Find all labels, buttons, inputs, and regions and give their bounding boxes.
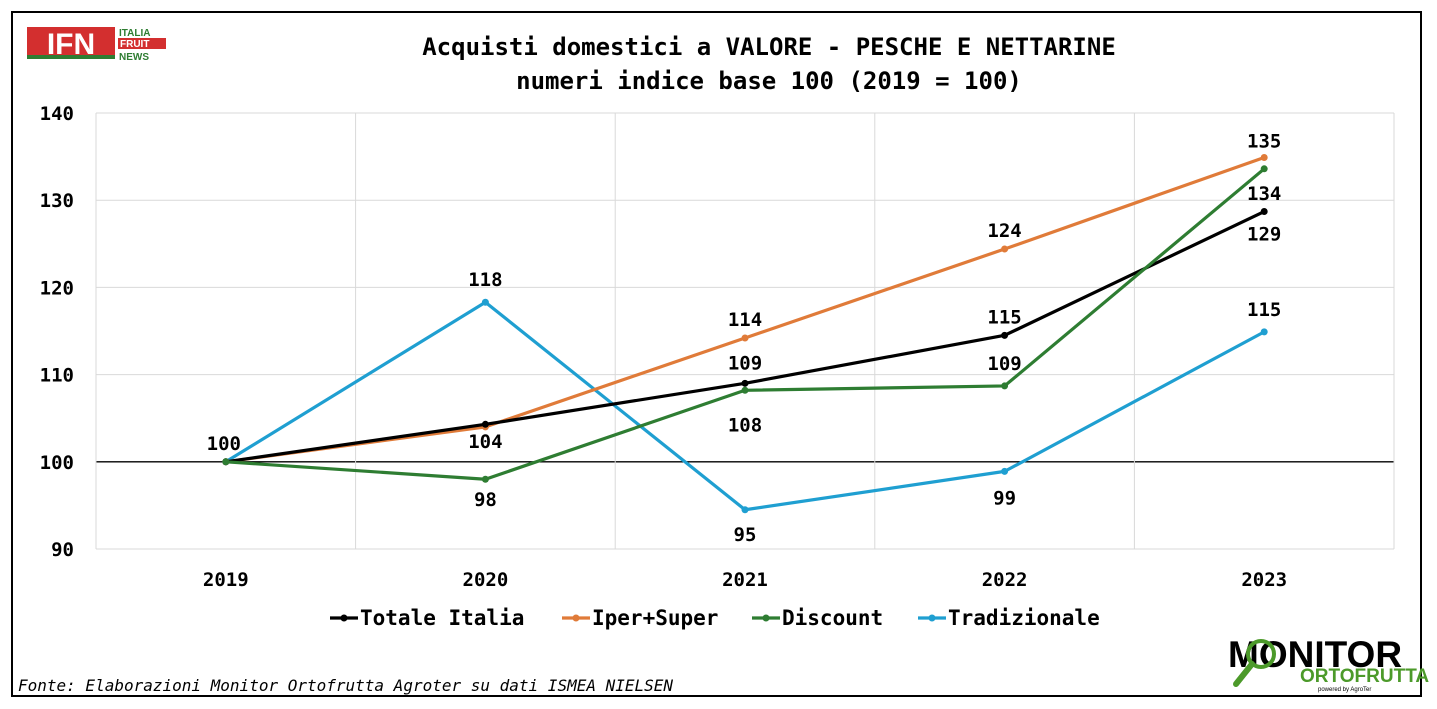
y-tick-label: 100	[40, 452, 74, 474]
y-axis-ticks: 90 100 110 120 130 140	[40, 103, 74, 561]
data-label: 114	[728, 309, 762, 331]
data-point	[481, 420, 489, 428]
legend-label: Totale Italia	[360, 606, 524, 630]
legend-marker	[928, 614, 936, 622]
y-tick-label: 130	[40, 190, 74, 212]
data-point	[1260, 208, 1268, 216]
data-point	[1260, 153, 1268, 161]
series-line	[224, 300, 1265, 512]
series-lines	[222, 153, 1268, 514]
data-label: 135	[1247, 130, 1281, 152]
data-label: 99	[993, 487, 1016, 509]
monitor-logo-tiny: powered by AgroTer	[1318, 687, 1371, 693]
legend-marker	[762, 614, 770, 622]
data-label: 100	[207, 433, 241, 455]
magnifier-icon	[1246, 639, 1276, 669]
data-point	[1001, 331, 1009, 339]
data-label: 124	[987, 220, 1021, 242]
y-tick-label: 110	[40, 365, 74, 387]
data-label: 104	[468, 431, 502, 453]
data-point	[741, 506, 749, 514]
legend: Totale Italia Iper+Super Discount Tradizion…	[330, 606, 1100, 630]
source-note: Fonte: Elaborazioni Monitor Ortofrutta A…	[18, 676, 673, 695]
ifn-logo-line1: ITALIA	[119, 28, 150, 39]
data-label: 115	[1247, 299, 1281, 321]
data-point	[1001, 467, 1009, 475]
data-label: 95	[734, 524, 757, 546]
x-tick-label: 2023	[1241, 569, 1287, 591]
data-point	[222, 458, 230, 466]
ifn-logo-green-strip	[27, 55, 115, 59]
data-point	[481, 298, 489, 306]
data-point	[741, 334, 749, 342]
ifn-logo-line2-bg	[118, 38, 166, 49]
chart-subtitle: numeri indice base 100 (2019 = 100)	[516, 67, 1022, 95]
data-label: 118	[468, 269, 502, 291]
monitor-ortofrutta-logo: MONITOR ORTOFRUTTA powered by AgroTer	[1228, 634, 1429, 693]
legend-label: Tradizionale	[948, 606, 1100, 630]
legend-marker	[572, 614, 580, 622]
data-label: 134	[1247, 183, 1281, 205]
legend-label: Iper+Super	[592, 606, 718, 630]
x-tick-label: 2021	[722, 569, 768, 591]
data-point	[741, 386, 749, 394]
grid	[95, 112, 1395, 550]
ifn-logo-red-block	[27, 27, 115, 59]
monitor-logo-sub: ORTOFRUTTA	[1300, 666, 1429, 687]
y-tick-label: 120	[40, 277, 74, 299]
data-point	[1001, 382, 1009, 390]
ifn-logo-text: IFN	[47, 28, 95, 61]
data-labels: 100 109 115 129 104 114 124 135 98 108 109 134 118 95…	[207, 130, 1282, 545]
ifn-logo-line2: FRUIT	[120, 39, 149, 50]
x-axis-ticks: 2019 2020 2021 2022 2023	[203, 569, 1287, 591]
legend-marker	[340, 614, 348, 622]
data-label: 98	[474, 489, 497, 511]
data-label: 115	[987, 306, 1021, 328]
chart-frame	[11, 11, 1422, 697]
data-point	[1001, 245, 1009, 253]
y-tick-label: 140	[40, 103, 74, 125]
ifn-logo-line3: NEWS	[119, 52, 149, 63]
data-label: 109	[987, 353, 1021, 375]
data-point	[481, 475, 489, 483]
x-tick-label: 2019	[203, 569, 249, 591]
x-tick-label: 2020	[463, 569, 509, 591]
data-point	[741, 379, 749, 387]
magnifier-handle-icon	[1233, 661, 1255, 687]
data-label: 109	[728, 352, 762, 374]
data-label: 108	[728, 414, 762, 436]
data-point	[1260, 328, 1268, 336]
data-point	[1260, 165, 1268, 173]
y-tick-label: 90	[51, 539, 74, 561]
ifn-logo: IFN ITALIA FRUIT NEWS	[27, 27, 166, 63]
legend-label: Discount	[782, 606, 883, 630]
x-tick-label: 2022	[982, 569, 1028, 591]
chart-title: Acquisti domestici a VALORE - PESCHE E N…	[422, 33, 1116, 61]
data-label: 129	[1247, 224, 1281, 246]
